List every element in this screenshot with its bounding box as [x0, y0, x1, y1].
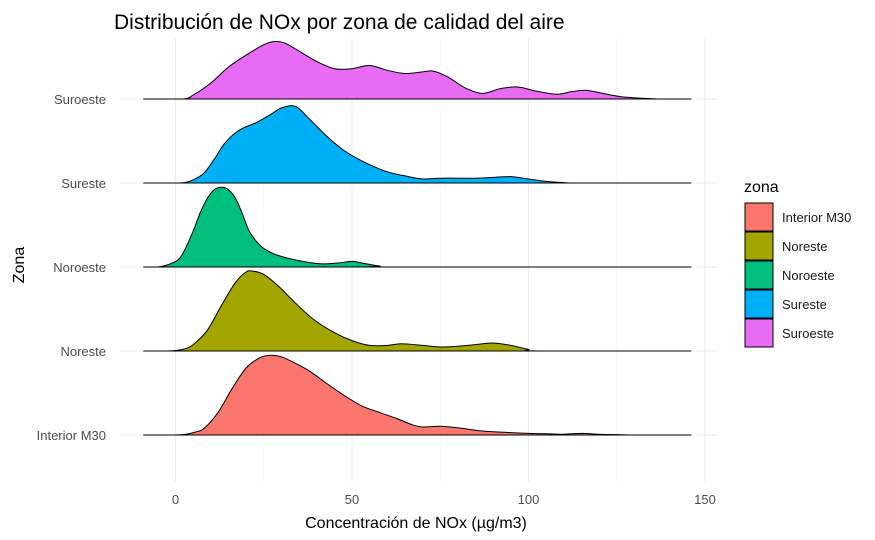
legend-label: Interior M30	[782, 210, 851, 225]
ridge-noreste	[143, 270, 692, 352]
legend-label: Noroeste	[782, 268, 835, 283]
y-tick-label: Suroeste	[54, 92, 106, 107]
x-tick-label: 150	[694, 492, 716, 507]
x-axis-title: Concentración de NOx (µg/m3)	[305, 515, 527, 532]
ridge-sureste	[143, 105, 692, 184]
x-tick-labels: 0 50 100 150	[172, 492, 716, 507]
x-tick-label: 100	[518, 492, 540, 507]
y-tick-label: Noroeste	[53, 260, 106, 275]
legend-key	[744, 231, 774, 261]
legend-label: Noreste	[782, 239, 828, 254]
y-axis-title: Zona	[11, 247, 28, 284]
x-tick-label: 50	[345, 492, 359, 507]
legend-key	[744, 289, 774, 319]
x-tick-label: 0	[172, 492, 179, 507]
chart-title: Distribución de NOx por zona de calidad …	[114, 11, 565, 34]
y-tick-label: Sureste	[61, 176, 106, 191]
legend-key	[744, 260, 774, 290]
ridge-noroeste	[143, 186, 692, 268]
legend-label: Sureste	[782, 297, 827, 312]
legend-key	[744, 318, 774, 348]
legend-label: Suroeste	[782, 326, 834, 341]
legend-key	[744, 202, 774, 232]
y-tick-label: Interior M30	[37, 428, 106, 443]
ridge-suroeste	[143, 40, 692, 100]
ridges	[143, 40, 692, 436]
legend-title: zona	[744, 179, 779, 196]
y-tick-labels: Interior M30 Noreste Noroeste Sureste Suroes…	[37, 92, 106, 443]
legend: Interior M30 Noreste Noroeste Sureste Suroes…	[744, 202, 851, 348]
y-tick-label: Noreste	[60, 344, 106, 359]
ridge-interior-m30	[143, 354, 692, 436]
